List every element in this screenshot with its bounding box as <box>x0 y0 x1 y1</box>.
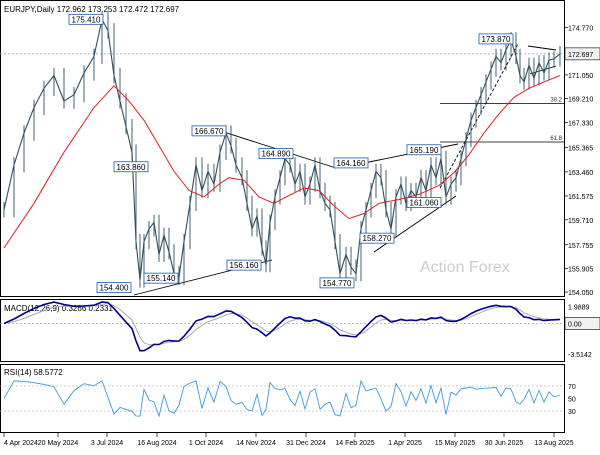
y-tick-label-1: 172.697 <box>568 52 593 59</box>
price-label-9: 158.270 <box>363 234 392 243</box>
macd-panel-frame <box>0 299 565 362</box>
x-tick-label-7: 14 Feb 2025 <box>335 440 374 447</box>
price-label-8: 164.160 <box>337 159 366 168</box>
rsi-tick-label-1: 50 <box>568 397 576 404</box>
y-tick-label-3: 169.210 <box>568 96 593 103</box>
price-label-box-7 <box>319 277 355 289</box>
x-tick-label-11: 13 Aug 2025 <box>534 440 573 447</box>
axis-layer: 174.770 172.697 171.050 169.210 167.330 165.3… <box>3 25 600 447</box>
x-tick-label-1: 20 May 2024 <box>38 440 79 447</box>
macd-tick-label-0: 1.9889 <box>568 304 590 311</box>
y-tick-label-6: 163.460 <box>568 170 593 177</box>
rsi-line <box>3 379 561 418</box>
y-tick-label-9: 157.755 <box>568 243 593 250</box>
price-label-box-0 <box>68 13 104 25</box>
price-label-3: 155.140 <box>147 274 176 283</box>
macd-layer <box>0 301 564 352</box>
x-tick-label-10: 30 Jun 2025 <box>485 440 524 447</box>
price-label-2: 154.400 <box>100 284 129 293</box>
rsi-layer <box>0 379 564 418</box>
moving-average-line <box>3 75 561 249</box>
trend-line-channel <box>439 43 519 189</box>
price-layer: 38.2 61.8 175.410 163.860 154.400 155.140 166.… <box>0 11 564 294</box>
price-label-box-12 <box>478 33 514 45</box>
rsi-panel-header: RSI(14) 58.5772 <box>4 368 63 377</box>
y-tick-label-2: 171.050 <box>568 73 593 80</box>
macd-tick-label-1: 0.00 <box>568 322 582 329</box>
price-label-box-11 <box>406 197 442 208</box>
y-tick-label-8: 159.710 <box>568 218 593 225</box>
price-panel-header: EURJPY,Daily 172.962 173.253 172.472 172… <box>4 5 180 14</box>
rsi-tick-label-0: 70 <box>568 384 576 391</box>
y-tick-label-7: 161.575 <box>568 194 593 201</box>
price-label-box-6 <box>258 148 294 159</box>
x-tick-label-5: 14 Nov 2024 <box>236 440 276 447</box>
price-label-box-4 <box>191 125 227 137</box>
price-label-0: 175.410 <box>72 15 101 24</box>
macd-tick-label-2: -3.5142 <box>568 352 592 359</box>
x-tick-label-6: 31 Dec 2024 <box>286 440 326 447</box>
price-label-11: 161.060 <box>410 199 439 208</box>
macd-panel-header: MACD(12,26,9) 0.3266 0.2331 <box>4 304 114 313</box>
y-tick-label-11: 154.050 <box>568 290 593 297</box>
price-label-1: 163.860 <box>117 163 146 172</box>
price-label-12: 173.870 <box>482 35 511 44</box>
price-label-box-3 <box>143 272 179 284</box>
price-label-6: 164.890 <box>262 150 291 159</box>
x-tick-label-3: 16 Aug 2024 <box>137 440 176 447</box>
price-label-box-1 <box>113 161 149 173</box>
price-label-box-10 <box>406 144 442 156</box>
price-label-5: 156.160 <box>230 261 259 270</box>
y-tick-label-5: 165.365 <box>568 146 593 153</box>
rsi-tick-label-2: 30 <box>568 409 576 416</box>
price-label-7: 154.770 <box>323 279 352 288</box>
x-tick-label-0: 4 Apr 2024 <box>4 440 38 447</box>
rsi-panel-frame <box>0 364 565 433</box>
watermark: Action Forex <box>420 259 510 276</box>
fib-label-1: 61.8 <box>550 136 562 142</box>
x-tick-label-9: 15 May 2025 <box>435 440 476 447</box>
current-price-box <box>564 47 600 61</box>
y-tick-label-4: 167.330 <box>568 120 593 127</box>
price-label-4: 166.670 <box>195 127 224 136</box>
price-label-box-8 <box>333 157 369 169</box>
macd-line <box>3 301 561 352</box>
triangle-upper <box>527 45 557 51</box>
x-tick-label-4: 1 Oct 2024 <box>189 440 223 447</box>
macd-current-box <box>564 317 600 330</box>
y-tick-label-0: 174.770 <box>568 25 593 32</box>
y-tick-label-10: 155.905 <box>568 266 593 273</box>
x-tick-label-8: 1 Apr 2025 <box>388 440 422 447</box>
price-label-10: 165.190 <box>410 146 439 155</box>
price-label-box-5 <box>226 259 262 271</box>
x-tick-label-2: 3 Jul 2024 <box>91 440 123 447</box>
price-label-box-9 <box>359 232 395 244</box>
price-label-box-2 <box>96 282 132 294</box>
fib-label-0: 38.2 <box>550 98 562 104</box>
trend-line-upper-left <box>204 125 337 169</box>
